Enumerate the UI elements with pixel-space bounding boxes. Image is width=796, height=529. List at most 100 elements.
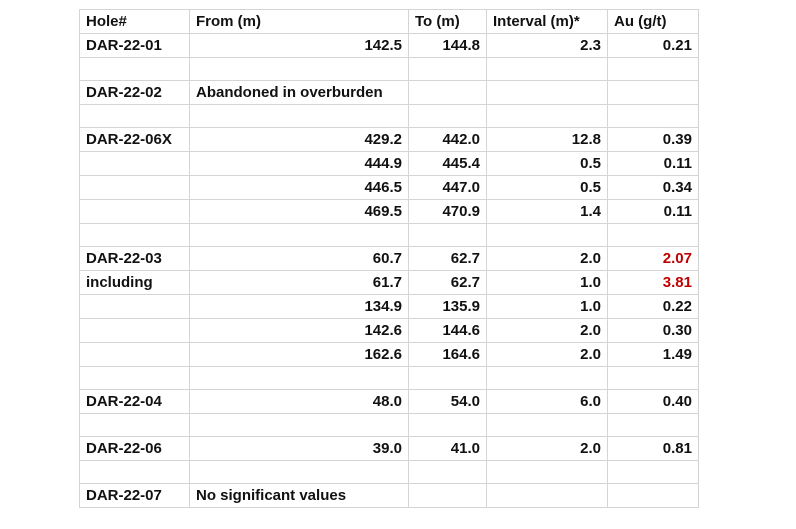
cell-au — [607, 223, 699, 247]
cell-au — [607, 366, 699, 390]
cell-empty — [607, 80, 699, 105]
cell-from: 444.9 — [189, 151, 409, 176]
cell-interval: 6.0 — [486, 389, 608, 414]
cell-hole — [79, 460, 190, 484]
header-from: From (m) — [189, 9, 409, 34]
cell-hole: DAR-22-06 — [79, 436, 190, 461]
cell-interval: 0.5 — [486, 151, 608, 176]
cell-au: 0.21 — [607, 33, 699, 58]
cell-note: Abandoned in overburden — [189, 80, 409, 105]
table-row: 142.6 144.6 2.0 0.30 — [79, 318, 699, 343]
cell-to: 144.8 — [408, 33, 487, 58]
cell-hole: DAR-22-01 — [79, 33, 190, 58]
cell-interval — [486, 57, 608, 81]
cell-to: 62.7 — [408, 246, 487, 271]
cell-hole: DAR-22-03 — [79, 246, 190, 271]
cell-interval: 0.5 — [486, 175, 608, 200]
cell-empty — [486, 483, 608, 508]
table-row: 134.9 135.9 1.0 0.22 — [79, 294, 699, 319]
table-row — [79, 57, 699, 81]
cell-from: 469.5 — [189, 199, 409, 224]
cell-hole: DAR-22-04 — [79, 389, 190, 414]
cell-au: 0.81 — [607, 436, 699, 461]
table-body: DAR-22-01 142.5 144.8 2.3 0.21 DAR-22-02 Aband… — [79, 33, 699, 508]
cell-to — [408, 366, 487, 390]
cell-interval — [486, 460, 608, 484]
table-row: DAR-22-04 48.0 54.0 6.0 0.40 — [79, 389, 699, 414]
cell-hole: DAR-22-06X — [79, 127, 190, 152]
cell-interval: 2.3 — [486, 33, 608, 58]
table-row: DAR-22-02 Abandoned in overburden — [79, 80, 699, 105]
cell-to: 445.4 — [408, 151, 487, 176]
cell-au — [607, 460, 699, 484]
table-row — [79, 223, 699, 247]
cell-interval: 2.0 — [486, 246, 608, 271]
cell-interval: 1.4 — [486, 199, 608, 224]
cell-to: 41.0 — [408, 436, 487, 461]
cell-interval — [486, 223, 608, 247]
cell-hole: DAR-22-02 — [79, 80, 190, 105]
table-row: DAR-22-07 No significant values — [79, 483, 699, 508]
cell-empty — [408, 483, 487, 508]
cell-au: 0.11 — [607, 151, 699, 176]
cell-au — [607, 57, 699, 81]
cell-to: 470.9 — [408, 199, 487, 224]
cell-au: 0.11 — [607, 199, 699, 224]
cell-interval — [486, 413, 608, 437]
table-row: 162.6 164.6 2.0 1.49 — [79, 342, 699, 367]
cell-from: 134.9 — [189, 294, 409, 319]
table-row: DAR-22-01 142.5 144.8 2.3 0.21 — [79, 33, 699, 58]
cell-to: 164.6 — [408, 342, 487, 367]
cell-from: 162.6 — [189, 342, 409, 367]
cell-hole — [79, 57, 190, 81]
table-row: 446.5 447.0 0.5 0.34 — [79, 175, 699, 200]
cell-hole — [79, 199, 190, 224]
table-row: 469.5 470.9 1.4 0.11 — [79, 199, 699, 224]
cell-hole — [79, 104, 190, 128]
table-row — [79, 366, 699, 390]
cell-note: No significant values — [189, 483, 409, 508]
cell-from: 142.6 — [189, 318, 409, 343]
cell-hole — [79, 151, 190, 176]
cell-empty — [607, 483, 699, 508]
table-row — [79, 104, 699, 128]
cell-interval: 2.0 — [486, 342, 608, 367]
header-interval: Interval (m)* — [486, 9, 608, 34]
cell-to: 54.0 — [408, 389, 487, 414]
table-row — [79, 413, 699, 437]
cell-hole — [79, 223, 190, 247]
table-header-row: Hole# From (m) To (m) Interval (m)* Au (… — [79, 9, 699, 34]
cell-from — [189, 223, 409, 247]
cell-au: 2.07 — [607, 246, 699, 271]
cell-au: 0.40 — [607, 389, 699, 414]
cell-to — [408, 104, 487, 128]
cell-to: 442.0 — [408, 127, 487, 152]
cell-empty — [408, 80, 487, 105]
cell-to: 62.7 — [408, 270, 487, 295]
cell-au: 1.49 — [607, 342, 699, 367]
cell-to: 135.9 — [408, 294, 487, 319]
cell-hole — [79, 342, 190, 367]
cell-to: 144.6 — [408, 318, 487, 343]
cell-from: 39.0 — [189, 436, 409, 461]
cell-to: 447.0 — [408, 175, 487, 200]
cell-hole — [79, 318, 190, 343]
cell-interval: 1.0 — [486, 294, 608, 319]
table-row — [79, 460, 699, 484]
cell-au: 3.81 — [607, 270, 699, 295]
cell-interval: 12.8 — [486, 127, 608, 152]
cell-to — [408, 57, 487, 81]
cell-from — [189, 413, 409, 437]
cell-interval: 2.0 — [486, 436, 608, 461]
cell-from — [189, 57, 409, 81]
cell-from: 48.0 — [189, 389, 409, 414]
assay-results-table: Hole# From (m) To (m) Interval (m)* Au (… — [79, 9, 699, 508]
cell-interval — [486, 366, 608, 390]
cell-from: 61.7 — [189, 270, 409, 295]
cell-from — [189, 366, 409, 390]
cell-from: 142.5 — [189, 33, 409, 58]
cell-au: 0.34 — [607, 175, 699, 200]
cell-hole — [79, 175, 190, 200]
cell-au — [607, 413, 699, 437]
cell-from: 446.5 — [189, 175, 409, 200]
